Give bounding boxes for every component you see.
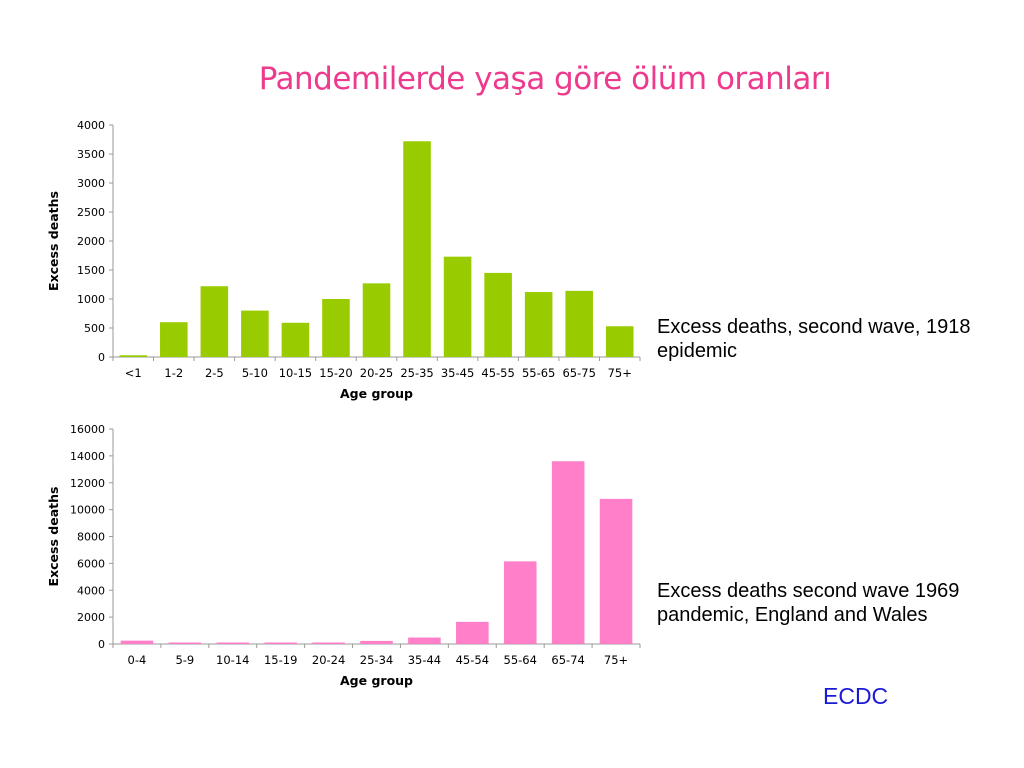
x-tick-label: 55-65 [522, 366, 555, 380]
bar [503, 561, 537, 644]
x-tick-label: 20-25 [360, 366, 393, 380]
y-axis-title: Excess deaths [46, 191, 61, 291]
bar [408, 637, 441, 644]
chart-1969-excess-deaths: 0 2000 4000 6000 8000 10000 12000 14000 16000 0-4… [0, 415, 660, 705]
bar-chart-1969: 0 2000 4000 6000 8000 10000 12000 14000 16000 0-4… [46, 423, 641, 688]
x-tick-label: 35-44 [408, 653, 441, 667]
y-tick-label: 1500 [77, 264, 105, 277]
bar [241, 310, 269, 357]
bar [599, 498, 633, 644]
y-axis-title: Excess deaths [46, 487, 61, 587]
x-tick-label: 75+ [604, 653, 628, 667]
x-tick-label: 25-35 [400, 366, 433, 380]
x-axis-title: Age group [340, 386, 413, 401]
y-tick-label: 6000 [77, 557, 105, 570]
x-tick-label: 25-34 [360, 653, 393, 667]
source-label: ECDC [823, 683, 889, 709]
y-tick-label: 1000 [77, 293, 105, 306]
x-tick-label: 5-9 [175, 653, 194, 667]
y-tick-label: 10000 [70, 504, 105, 517]
bar [119, 355, 148, 357]
x-tick-label: <1 [125, 366, 142, 380]
y-tick-label: 16000 [70, 423, 105, 436]
y-tick-label: 4000 [77, 119, 105, 132]
x-tick-label: 15-19 [264, 653, 297, 667]
bar [484, 272, 512, 357]
x-tick-label: 15-20 [319, 366, 352, 380]
y-tick-label: 8000 [77, 531, 105, 544]
y-tick-label: 4000 [77, 584, 105, 597]
x-tick-label: 0-4 [128, 653, 147, 667]
y-tick-label: 14000 [70, 450, 105, 463]
bar [160, 322, 188, 357]
x-tick-label: 65-75 [562, 366, 595, 380]
x-tick-label: 1-2 [164, 366, 183, 380]
y-tick-label: 2000 [77, 611, 105, 624]
y-tick-label: 0 [98, 638, 105, 651]
bar [264, 642, 297, 644]
bar [281, 322, 310, 357]
bar [200, 286, 229, 357]
bar [168, 642, 202, 644]
x-tick-label: 5-10 [242, 366, 268, 380]
y-tick-label: 2500 [77, 206, 105, 219]
y-tick-label: 0 [98, 351, 105, 364]
x-tick-label: 10-15 [279, 366, 312, 380]
caption-1969: Excess deaths second wave 1969 pandemic,… [657, 580, 960, 626]
x-tick-label: 45-55 [481, 366, 514, 380]
x-tick-label: 35-45 [441, 366, 474, 380]
slide-title: Pandemilerde yaşa göre ölüm oranları [258, 61, 832, 97]
bar [403, 141, 431, 357]
y-tick-label: 12000 [70, 477, 105, 490]
bar [605, 326, 634, 357]
x-tick-label: 20-24 [312, 653, 345, 667]
bar [120, 640, 154, 644]
bar [362, 283, 391, 357]
x-tick-label: 65-74 [551, 653, 584, 667]
bar [524, 292, 553, 357]
bar [551, 461, 585, 644]
x-axis-title: Age group [340, 673, 413, 688]
bar [312, 642, 345, 644]
x-tick-label: 75+ [608, 366, 632, 380]
caption-1918: Excess deaths, second wave, 1918 epidemi… [657, 316, 971, 362]
y-tick-label: 3000 [77, 177, 105, 190]
y-tick-label: 3500 [77, 148, 105, 161]
chart-1918-excess-deaths: 0 500 1000 1500 2000 2500 3000 3500 4000 <1 1-2 2-5… [0, 110, 660, 410]
bar [216, 642, 250, 644]
bar [565, 290, 593, 357]
y-tick-label: 2000 [77, 235, 105, 248]
x-tick-label: 55-64 [504, 653, 537, 667]
bar [456, 621, 489, 644]
bar-chart-1918: 0 500 1000 1500 2000 2500 3000 3500 4000 <1 1-2 2-5… [46, 119, 641, 401]
bar [443, 256, 472, 357]
bar [322, 299, 350, 357]
x-tick-label: 2-5 [205, 366, 224, 380]
x-tick-label: 10-14 [216, 653, 249, 667]
bar [360, 640, 393, 644]
x-tick-label: 45-54 [456, 653, 489, 667]
y-tick-label: 500 [84, 322, 105, 335]
